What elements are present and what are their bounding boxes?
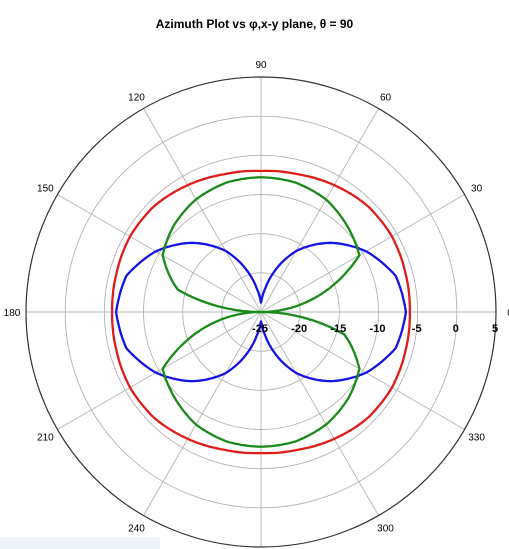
grid-spoke-4	[143, 108, 262, 313]
grid-spoke-1	[260, 194, 465, 313]
angle-tick-label-8: 240	[128, 524, 145, 535]
angle-tick-label-11: 330	[468, 433, 485, 444]
radial-tick-label-2: -15	[330, 323, 346, 335]
grid-spoke-2	[260, 108, 379, 313]
angle-tick-label-2: 60	[380, 92, 392, 103]
radial-tick-label-0: -25	[252, 323, 268, 335]
series-line-1	[114, 241, 408, 383]
series-line-0	[110, 169, 412, 455]
polar-grid	[25, 76, 497, 548]
series-layer	[110, 169, 412, 455]
grid-spoke-8	[143, 311, 262, 516]
angle-tick-label-0: 0	[507, 308, 509, 319]
angle-tick-label-7: 210	[37, 433, 54, 444]
grid-spoke-7	[57, 311, 262, 430]
outer-circle	[25, 76, 497, 548]
angle-tick-label-10: 300	[377, 524, 394, 535]
angle-tick-label-1: 30	[471, 184, 483, 195]
grid-spoke-10	[260, 311, 379, 516]
angle-tick-label-3: 90	[255, 60, 267, 71]
chart-title: Azimuth Plot vs φ,x-y plane, θ = 90	[155, 17, 354, 31]
angle-tick-label-5: 150	[37, 184, 54, 195]
status-strip	[0, 537, 160, 549]
angle-tick-label-6: 180	[4, 308, 21, 319]
radial-tick-label-6: 5	[492, 323, 498, 335]
radial-tick-label-5: 0	[453, 323, 459, 335]
radial-tick-label-3: -10	[370, 323, 386, 335]
series-line-2	[161, 176, 361, 448]
radial-tick-label-1: -20	[291, 323, 307, 335]
radial-tick-label-4: -5	[412, 323, 422, 335]
label-layer: 0306090120150180210240270300330-25-20-15…	[4, 60, 509, 535]
angle-tick-label-4: 120	[128, 92, 145, 103]
grid-spoke-5	[57, 194, 262, 313]
grid-spoke-11	[260, 311, 465, 430]
